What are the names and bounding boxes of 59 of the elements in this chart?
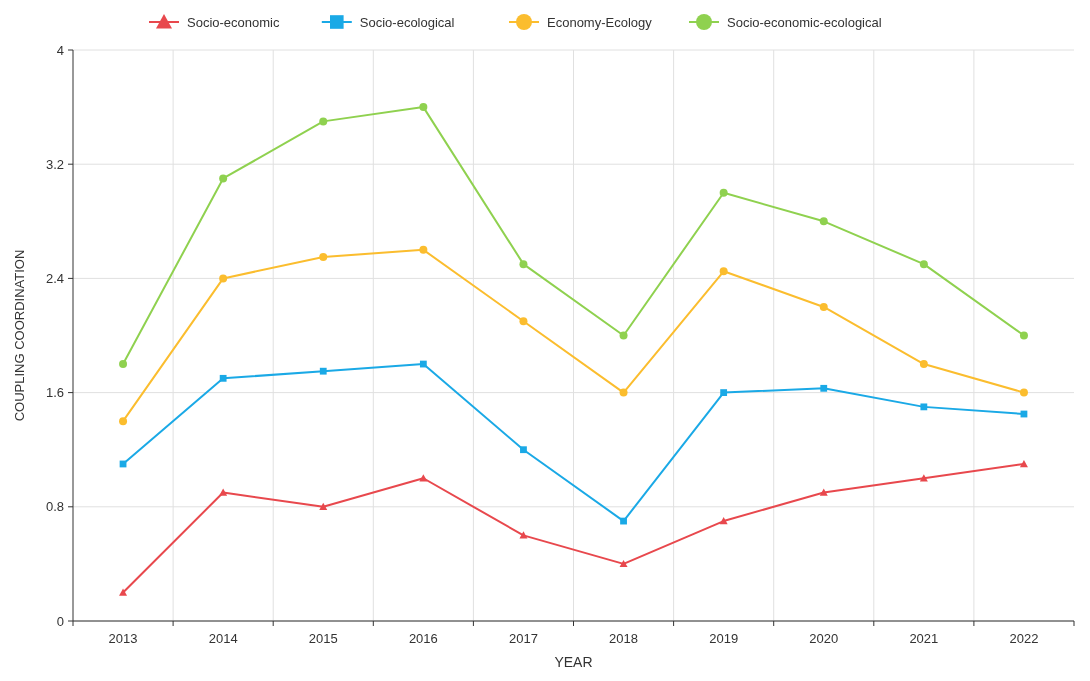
y-axis-title: COUPLING COORDINATION	[12, 249, 27, 422]
point	[719, 188, 728, 197]
point	[1019, 331, 1028, 340]
point	[219, 374, 227, 382]
x-tick-label: 2020	[809, 631, 839, 646]
point	[719, 517, 728, 525]
legend-label: Socio-economic-ecological	[727, 14, 882, 30]
x-tick-label: 2014	[208, 631, 238, 646]
point	[519, 317, 528, 326]
point	[319, 117, 328, 126]
point	[419, 360, 427, 368]
point	[619, 388, 628, 397]
x-tick-label: 2021	[909, 631, 939, 646]
point	[819, 302, 828, 311]
x-tick-label: 2022	[1009, 631, 1039, 646]
point	[319, 367, 327, 375]
y-tick-label: 4	[56, 42, 64, 58]
point	[519, 531, 528, 539]
y-tick-label: 3.2	[45, 156, 64, 172]
point	[119, 360, 128, 369]
y-tick-label: 2.4	[45, 270, 64, 286]
point	[319, 252, 328, 261]
point	[619, 559, 628, 568]
point	[519, 260, 528, 269]
point	[819, 217, 828, 226]
x-tick-label: 2017	[508, 631, 538, 646]
point	[520, 446, 527, 454]
point	[920, 403, 928, 411]
point	[919, 474, 928, 482]
y-tick-label: 0.8	[45, 499, 64, 515]
point	[219, 174, 228, 183]
x-axis-title: YEAR	[554, 654, 593, 670]
point	[619, 331, 628, 340]
point	[1019, 388, 1028, 397]
point	[319, 502, 328, 510]
point	[819, 488, 828, 496]
point	[419, 245, 428, 254]
x-tick-label: 2013	[108, 631, 138, 646]
point	[620, 517, 627, 525]
point	[820, 384, 828, 392]
x-tick-label: 2015	[308, 631, 338, 646]
x-tick-label: 2016	[408, 631, 438, 646]
y-tick-label: 0	[56, 613, 64, 629]
point	[1019, 459, 1028, 468]
point	[219, 488, 228, 496]
point	[219, 274, 228, 283]
point	[919, 360, 928, 369]
point	[719, 267, 728, 276]
legend-label: Socio-economic	[187, 14, 280, 30]
x-tick-label: 2018	[609, 631, 639, 646]
x-tick-label: 2019	[709, 631, 739, 646]
point	[419, 103, 428, 112]
y-tick-label: 1.6	[45, 385, 64, 401]
point	[720, 389, 728, 396]
point	[119, 588, 128, 596]
legend-label: Socio-ecological	[359, 14, 455, 30]
point	[919, 260, 928, 269]
point	[119, 417, 128, 426]
legend-label: Economy-Ecology	[547, 14, 653, 30]
